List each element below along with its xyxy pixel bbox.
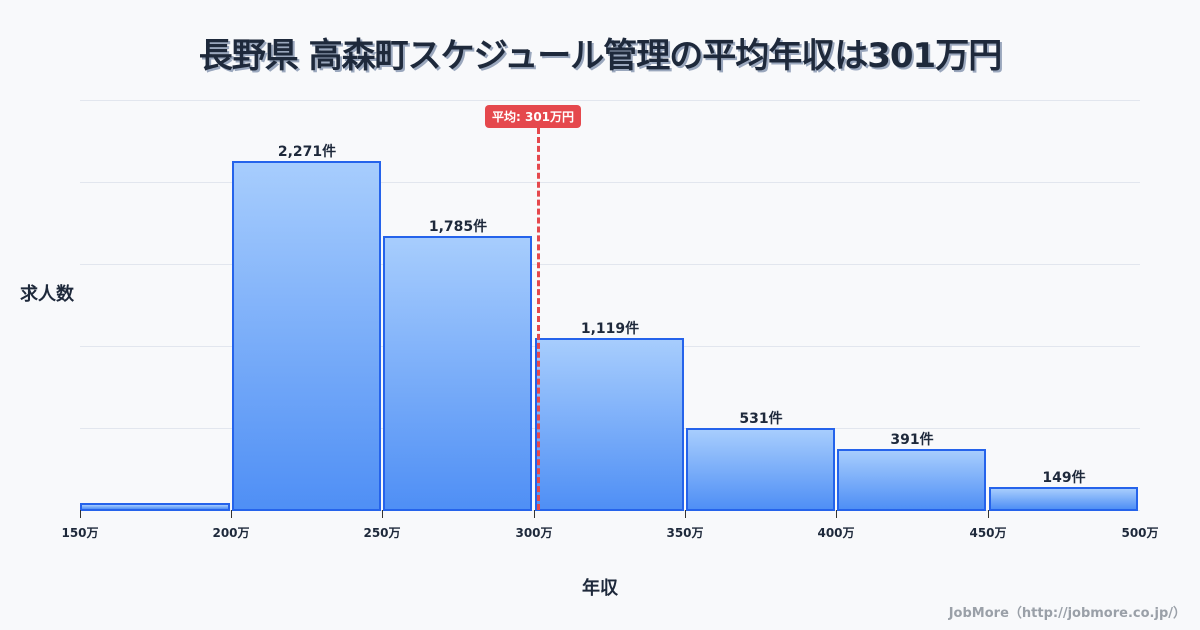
gridline bbox=[80, 100, 1140, 101]
bar-label: 2,271件 bbox=[277, 144, 337, 160]
x-tick-label: 400万 bbox=[817, 526, 855, 540]
gridline bbox=[80, 182, 1140, 183]
x-tick bbox=[988, 510, 989, 518]
bar-label: 149件 bbox=[1042, 470, 1086, 486]
bar-250-300 bbox=[383, 236, 532, 511]
bar-150-200 bbox=[80, 503, 230, 511]
x-tick-label: 250万 bbox=[363, 526, 401, 540]
bar-350-400 bbox=[686, 428, 835, 511]
bar-label: 1,785件 bbox=[428, 219, 488, 235]
bar-label: 531件 bbox=[739, 411, 783, 427]
x-tick bbox=[80, 510, 81, 518]
x-tick bbox=[231, 510, 232, 518]
x-tick-label: 300万 bbox=[515, 526, 553, 540]
bar-300-350 bbox=[535, 338, 684, 511]
x-tick-label: 500万 bbox=[1121, 526, 1159, 540]
bar-200-250 bbox=[232, 161, 381, 511]
average-line bbox=[537, 128, 540, 510]
chart-title: 長野県 高森町スケジュール管理の平均年収は301万円 bbox=[198, 36, 1002, 76]
x-tick-label: 450万 bbox=[969, 526, 1007, 540]
y-axis-label: 求人数 bbox=[20, 284, 74, 305]
x-tick-label: 150万 bbox=[61, 526, 99, 540]
x-axis-label: 年収 bbox=[582, 578, 618, 599]
average-badge: 平均: 301万円 bbox=[485, 105, 582, 128]
x-tick bbox=[382, 510, 383, 518]
x-tick bbox=[534, 510, 535, 518]
x-tick bbox=[685, 510, 686, 518]
bar-label: 391件 bbox=[890, 432, 934, 448]
x-tick bbox=[836, 510, 837, 518]
bar-400-450 bbox=[837, 449, 986, 511]
bar-450-500 bbox=[989, 487, 1138, 511]
x-tick-label: 200万 bbox=[212, 526, 250, 540]
bar-label: 1,119件 bbox=[580, 321, 640, 337]
gridline bbox=[80, 264, 1140, 265]
x-tick-label: 350万 bbox=[666, 526, 704, 540]
source-credit: JobMore（http://jobmore.co.jp/） bbox=[948, 606, 1186, 621]
